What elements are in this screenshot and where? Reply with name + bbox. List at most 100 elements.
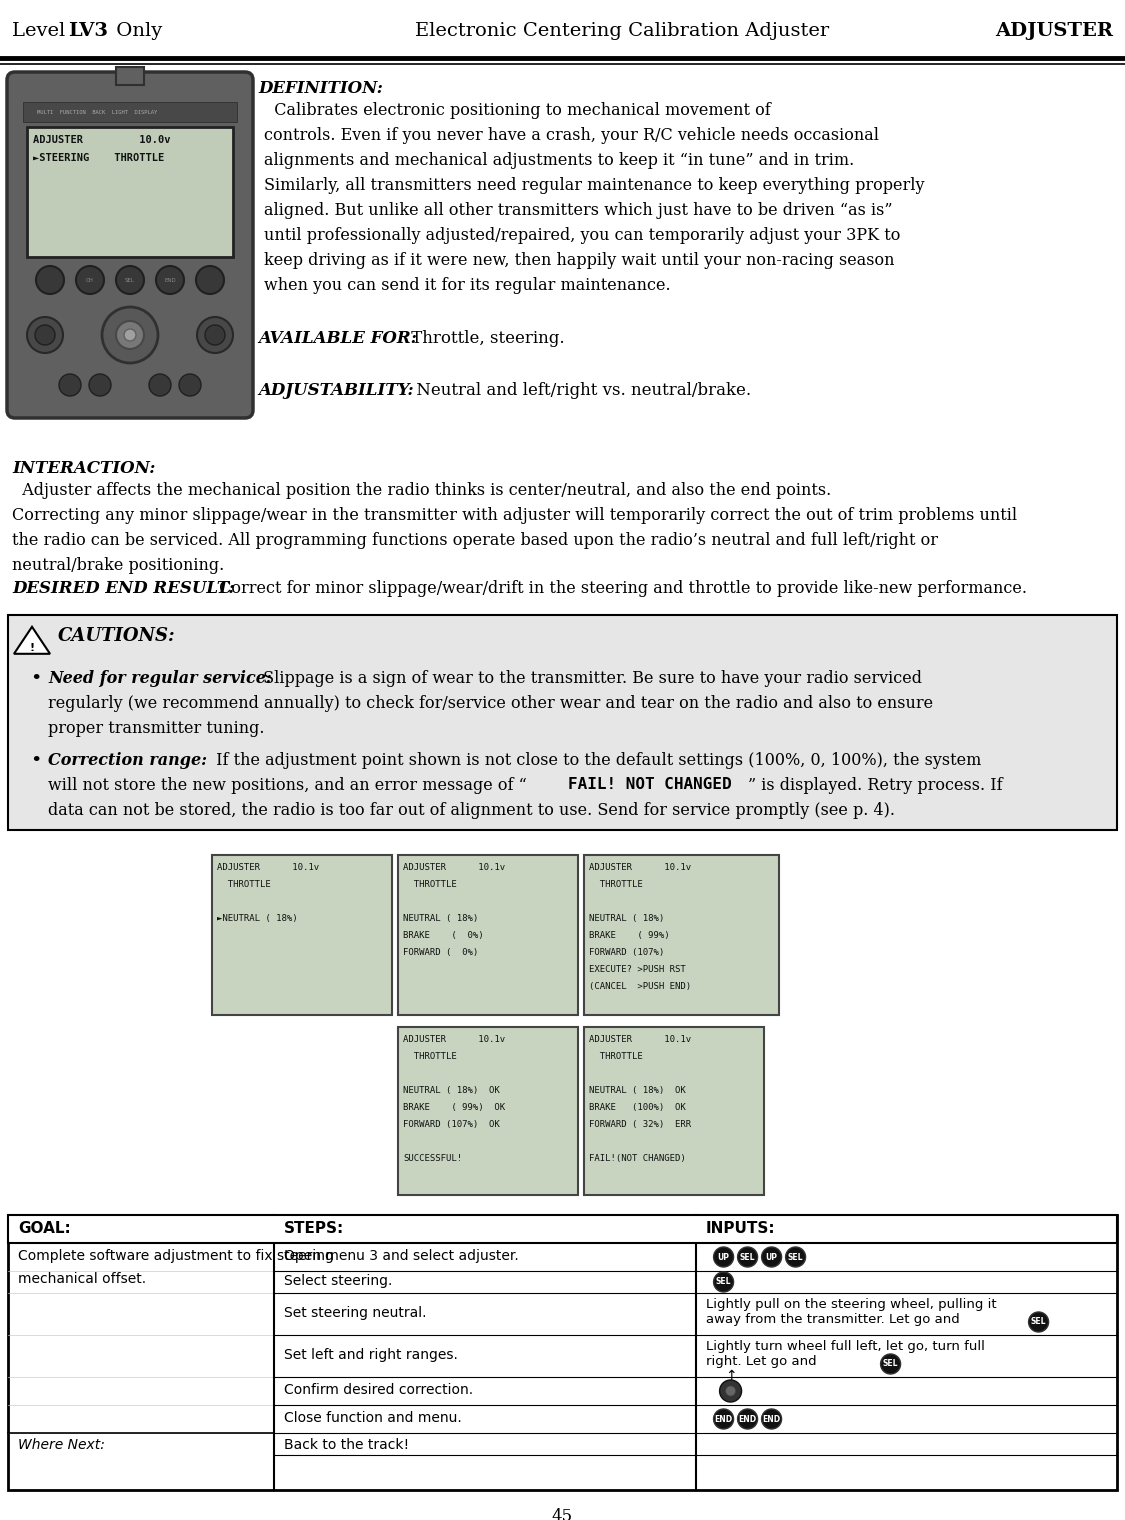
Text: ADJUSTER      10.1v: ADJUSTER 10.1v [590, 863, 691, 872]
Text: Need for regular service:: Need for regular service: [48, 670, 272, 687]
Text: BRAKE    ( 99%)  OK: BRAKE ( 99%) OK [403, 1104, 505, 1113]
Bar [584, 854, 778, 1015]
Text: ADJUSTER      10.1v: ADJUSTER 10.1v [590, 1035, 691, 1044]
Text: Only: Only [110, 21, 162, 40]
Text: THROTTLE: THROTTLE [403, 1052, 457, 1061]
Text: Level: Level [12, 21, 72, 40]
Circle shape [156, 266, 184, 293]
Text: FAIL! NOT CHANGED: FAIL! NOT CHANGED [568, 777, 731, 792]
Text: SEL: SEL [883, 1359, 899, 1368]
Text: Calibrates electronic positioning to mechanical movement of: Calibrates electronic positioning to mec… [264, 102, 771, 119]
Text: Lightly pull on the steering wheel, pulling it
away from the transmitter. Let go: Lightly pull on the steering wheel, pull… [705, 1298, 997, 1325]
Circle shape [27, 318, 63, 353]
Text: FORWARD (107%)  OK: FORWARD (107%) OK [403, 1120, 500, 1129]
Bar [116, 67, 144, 85]
Text: •: • [30, 752, 42, 771]
Circle shape [713, 1246, 734, 1268]
Circle shape [713, 1409, 734, 1429]
Text: until professionally adjusted/repaired, you can temporarily adjust your 3PK to: until professionally adjusted/repaired, … [264, 226, 900, 245]
Text: !: ! [29, 643, 35, 654]
Text: DEFINITION:: DEFINITION: [258, 81, 382, 97]
Text: END: END [164, 278, 176, 283]
Text: BRAKE   (100%)  OK: BRAKE (100%) OK [590, 1104, 686, 1113]
Text: will not store the new positions, and an error message of “: will not store the new positions, and an… [48, 777, 526, 793]
Text: Correct for minor slippage/wear/drift in the steering and throttle to provide li: Correct for minor slippage/wear/drift in… [214, 581, 1027, 597]
Text: END: END [738, 1415, 757, 1424]
Text: data can not be stored, the radio is too far out of alignment to use. Send for s: data can not be stored, the radio is too… [48, 803, 896, 819]
Text: BRAKE    ( 99%): BRAKE ( 99%) [590, 930, 669, 939]
Text: ADJUSTER      10.1v: ADJUSTER 10.1v [403, 863, 505, 872]
Text: Adjuster affects the mechanical position the radio thinks is center/neutral, and: Adjuster affects the mechanical position… [12, 482, 831, 499]
Text: Select steering.: Select steering. [285, 1274, 393, 1287]
Text: BRAKE    (  0%): BRAKE ( 0%) [403, 930, 484, 939]
Circle shape [738, 1409, 757, 1429]
Text: controls. Even if you never have a crash, your R/C vehicle needs occasional: controls. Even if you never have a crash… [264, 128, 879, 144]
Text: Neutral and left/right vs. neutral/brake.: Neutral and left/right vs. neutral/brake… [411, 382, 752, 400]
Text: THROTTLE: THROTTLE [590, 1052, 642, 1061]
Text: Electronic Centering Calibration Adjuster: Electronic Centering Calibration Adjuste… [415, 21, 836, 40]
Text: Similarly, all transmitters need regular maintenance to keep everything properly: Similarly, all transmitters need regular… [264, 176, 925, 195]
Text: CAUTIONS:: CAUTIONS: [58, 626, 176, 644]
Text: FORWARD (  0%): FORWARD ( 0%) [403, 948, 478, 958]
Text: CH: CH [86, 278, 94, 283]
Text: Complete software adjustment to fix steering
mechanical offset.: Complete software adjustment to fix stee… [18, 1249, 334, 1286]
Circle shape [116, 266, 144, 293]
Text: aligned. But unlike all other transmitters which just have to be driven “as is”: aligned. But unlike all other transmitte… [264, 202, 892, 219]
Text: Set left and right ranges.: Set left and right ranges. [285, 1348, 458, 1362]
FancyBboxPatch shape [7, 71, 253, 418]
Text: neutral/brake positioning.: neutral/brake positioning. [12, 556, 224, 575]
Text: If the adjustment point shown is not close to the default settings (100%, 0, 100: If the adjustment point shown is not clo… [212, 752, 981, 769]
Text: keep driving as if it were new, then happily wait until your non-racing season: keep driving as if it were new, then hap… [264, 252, 894, 269]
Circle shape [785, 1246, 806, 1268]
Text: Back to the track!: Back to the track! [285, 1438, 410, 1452]
Text: INTERACTION:: INTERACTION: [12, 461, 155, 477]
Bar [8, 616, 1117, 830]
Text: Slippage is a sign of wear to the transmitter. Be sure to have your radio servic: Slippage is a sign of wear to the transm… [258, 670, 922, 687]
Text: Set steering neutral.: Set steering neutral. [285, 1306, 426, 1319]
Text: THROTTLE: THROTTLE [403, 880, 457, 889]
Bar [398, 1028, 578, 1195]
Text: NEUTRAL ( 18%): NEUTRAL ( 18%) [403, 914, 478, 923]
Circle shape [102, 307, 158, 363]
Text: Close function and menu.: Close function and menu. [285, 1411, 462, 1426]
Circle shape [720, 1380, 741, 1401]
Text: NEUTRAL ( 18%)  OK: NEUTRAL ( 18%) OK [590, 1085, 686, 1094]
Text: LV3: LV3 [68, 21, 108, 40]
Text: ADJUSTER      10.1v: ADJUSTER 10.1v [403, 1035, 505, 1044]
Bar [8, 1214, 1117, 1490]
Circle shape [36, 266, 64, 293]
Circle shape [179, 374, 201, 397]
Text: ADJUSTER      10.1v: ADJUSTER 10.1v [217, 863, 320, 872]
Bar [8, 1214, 1117, 1243]
Text: Throttle, steering.: Throttle, steering. [406, 330, 565, 347]
Circle shape [58, 374, 81, 397]
Text: Lightly turn wheel full left, let go, turn full
right. Let go and: Lightly turn wheel full left, let go, tu… [705, 1341, 984, 1368]
Circle shape [124, 328, 136, 340]
Text: Where Next:: Where Next: [18, 1438, 105, 1452]
Circle shape [726, 1386, 736, 1395]
Circle shape [35, 325, 55, 345]
Bar [398, 854, 578, 1015]
Text: (CANCEL  >PUSH END): (CANCEL >PUSH END) [590, 982, 691, 991]
Text: regularly (we recommend annually) to check for/service other wear and tear on th: regularly (we recommend annually) to che… [48, 695, 933, 711]
Text: •: • [30, 670, 42, 689]
Text: UP: UP [766, 1252, 777, 1262]
Text: END: END [714, 1415, 732, 1424]
Text: ADJUSTER: ADJUSTER [994, 21, 1113, 40]
Text: ►NEUTRAL ( 18%): ►NEUTRAL ( 18%) [217, 914, 298, 923]
Text: the radio can be serviced. All programming functions operate based upon the radi: the radio can be serviced. All programmi… [12, 532, 938, 549]
Circle shape [1028, 1312, 1048, 1332]
Polygon shape [14, 626, 50, 654]
Circle shape [89, 374, 111, 397]
Text: Correction range:: Correction range: [48, 752, 207, 769]
Circle shape [881, 1354, 901, 1374]
Text: NEUTRAL ( 18%): NEUTRAL ( 18%) [590, 914, 664, 923]
Text: AVAILABLE FOR:: AVAILABLE FOR: [258, 330, 417, 347]
Circle shape [197, 318, 233, 353]
Text: SEL: SEL [125, 278, 135, 283]
Text: alignments and mechanical adjustments to keep it “in tune” and in trim.: alignments and mechanical adjustments to… [264, 152, 854, 169]
Text: STEPS:: STEPS: [285, 1221, 344, 1236]
Text: THROTTLE: THROTTLE [590, 880, 642, 889]
Bar [27, 128, 233, 257]
Circle shape [148, 374, 171, 397]
